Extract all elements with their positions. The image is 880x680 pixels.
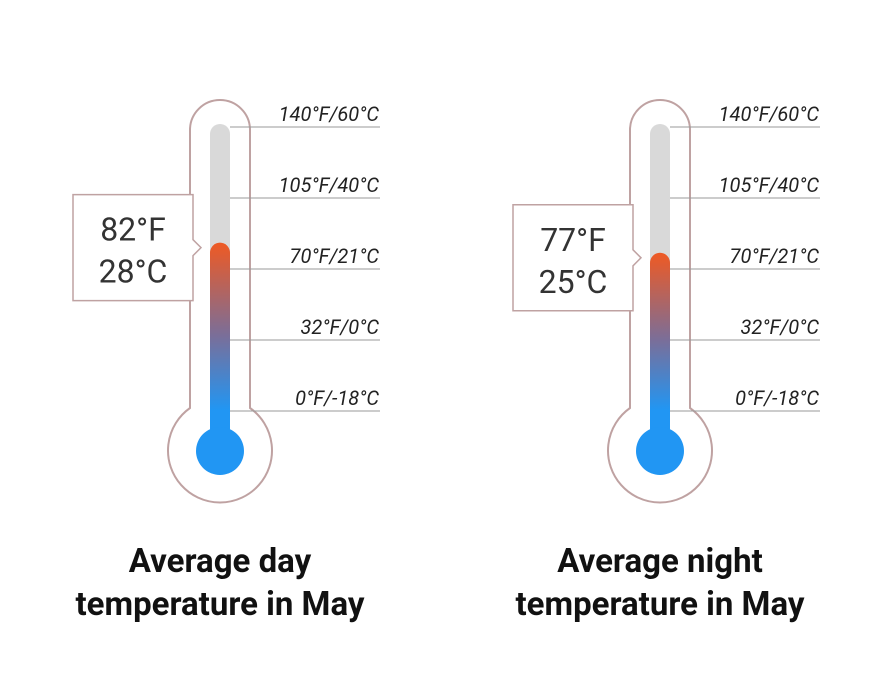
y-tick-label: 32°F/0°C (300, 315, 379, 339)
value-label: 77°F (540, 221, 606, 259)
y-tick-label: 140°F/60°C (279, 102, 380, 126)
mercury (650, 252, 670, 443)
y-tick-label: 70°F/21°C (290, 244, 380, 268)
mercury (210, 242, 230, 443)
value-callout (72, 193, 203, 302)
chart-title: Average night temperature in May (515, 542, 805, 624)
y-tick-label: 0°F/-18°C (735, 386, 819, 410)
y-tick-label: 140°F/60°C (719, 102, 820, 126)
y-tick-label: 105°F/40°C (719, 173, 820, 197)
y-tick-label: 70°F/21°C (730, 244, 820, 268)
chart-title: Average day temperature in May (75, 542, 365, 624)
value-label-secondary: 25°C (539, 263, 608, 301)
bulb (196, 427, 244, 475)
y-tick-label: 105°F/40°C (279, 173, 380, 197)
value-label-secondary: 28°C (99, 253, 168, 291)
chart-canvas: 0°F/-18°C 32°F/0°C 70°F/21°C 105°F/40°C 140°… (72, 99, 820, 504)
y-tick-label: 32°F/0°C (740, 315, 819, 339)
y-tick-label: 0°F/-18°C (295, 386, 379, 410)
value-label: 82°F (100, 211, 166, 249)
bulb (636, 427, 684, 475)
value-callout (512, 204, 643, 312)
